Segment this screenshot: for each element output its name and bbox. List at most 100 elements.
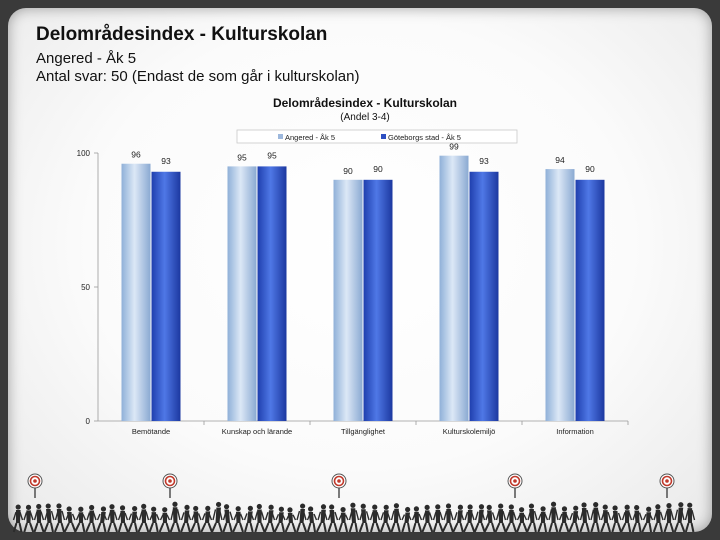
walking-person-icon <box>296 503 308 533</box>
walking-person-icon <box>96 506 108 533</box>
walking-person-icon <box>463 504 476 533</box>
walking-person-icon <box>180 504 192 533</box>
y-tick-label: 0 <box>86 417 91 426</box>
data-label: 93 <box>479 156 489 166</box>
walking-person-icon <box>684 502 696 533</box>
walking-person-icon <box>23 504 35 533</box>
walking-person-icon <box>348 502 360 533</box>
target-icon <box>333 475 345 487</box>
walking-person-icon <box>390 503 402 533</box>
y-tick-label: 100 <box>77 149 91 158</box>
data-label: 99 <box>449 142 459 152</box>
target-icon <box>29 475 41 487</box>
y-tick-label: 50 <box>81 283 90 292</box>
walking-person-icon <box>432 504 444 533</box>
walking-person-icon <box>504 504 517 533</box>
target-icon <box>509 475 521 487</box>
walking-person-icon <box>473 504 486 533</box>
legend-label: Angered - Åk 5 <box>285 133 335 142</box>
walking-person-icon <box>211 501 223 533</box>
x-tick-label: Kunskap och lärande <box>222 427 292 436</box>
target-icon <box>661 475 673 487</box>
walking-person-icon <box>641 506 654 533</box>
legend-swatch <box>278 134 283 139</box>
data-label: 90 <box>585 164 595 174</box>
target-icon <box>513 479 517 483</box>
walking-person-icon <box>590 502 601 533</box>
walking-person-icon <box>53 503 66 533</box>
walking-person-icon <box>401 506 412 533</box>
walking-person-icon <box>200 505 213 533</box>
walking-person-icon <box>663 503 675 533</box>
walking-person-icon <box>243 505 255 533</box>
walking-person-icon <box>516 507 528 533</box>
bar-angered <box>227 166 257 421</box>
walking-person-icon <box>43 503 55 533</box>
walking-person-icon <box>148 506 160 533</box>
walking-person-icon <box>452 504 465 533</box>
legend-label: Göteborgs stad - Åk 5 <box>388 133 461 142</box>
legend-swatch <box>381 134 386 139</box>
walking-person-icon <box>315 504 328 533</box>
walking-person-icon <box>548 501 559 533</box>
walking-person-icon <box>652 504 664 533</box>
walking-person-icon <box>537 506 549 533</box>
walking-person-icon <box>568 505 580 533</box>
data-label: 96 <box>131 150 141 160</box>
walking-person-icon <box>441 503 454 533</box>
data-label: 94 <box>555 155 565 165</box>
walking-person-icon <box>411 506 423 533</box>
walking-person-icon <box>127 505 139 533</box>
walking-person-icon <box>421 504 434 533</box>
footer-people-decoration <box>12 473 696 533</box>
slide-title: Delområdesindex - Kulturskolan <box>36 24 328 45</box>
walking-person-icon <box>611 505 622 533</box>
x-tick-label: Kulturskolemiljö <box>443 427 496 436</box>
bar-angered <box>545 169 575 421</box>
data-label: 93 <box>161 156 171 166</box>
target-icon <box>665 479 669 483</box>
walking-person-icon <box>158 507 171 533</box>
target-icon <box>337 479 341 483</box>
walking-person-icon <box>600 504 612 533</box>
walking-person-icon <box>107 504 118 533</box>
walking-person-icon <box>558 506 570 533</box>
walking-person-icon <box>117 505 129 533</box>
walking-person-icon <box>494 503 507 533</box>
bar-angered <box>121 163 151 421</box>
data-label: 95 <box>267 150 277 160</box>
walking-person-icon <box>273 506 286 533</box>
bar-goteborg <box>469 171 499 421</box>
target-icon <box>33 479 37 483</box>
data-label: 95 <box>237 152 247 162</box>
slide-subtitle-responses: Antal svar: 50 (Endast de som går i kult… <box>36 68 360 85</box>
walking-person-icon <box>369 504 381 533</box>
x-tick-label: Information <box>556 427 594 436</box>
walking-person-icon <box>232 506 244 533</box>
walking-person-icon <box>74 506 87 533</box>
walking-person-icon <box>620 504 633 533</box>
walking-person-icon <box>579 502 591 533</box>
bar-goteborg <box>575 179 605 421</box>
walking-person-icon <box>33 503 45 533</box>
x-tick-label: Bemötande <box>132 427 170 436</box>
target-icon <box>164 475 176 487</box>
walking-person-icon <box>137 503 150 533</box>
walking-person-icon <box>379 504 392 533</box>
data-label: 90 <box>373 164 383 174</box>
chart-subtitle: (Andel 3-4) <box>340 112 389 123</box>
walking-person-icon <box>358 503 370 533</box>
x-tick-label: Tillgänglighet <box>341 427 386 436</box>
walking-person-icon <box>190 505 202 533</box>
bar-goteborg <box>363 179 393 421</box>
bar-goteborg <box>257 166 287 421</box>
chart-title: Delområdesindex - Kulturskolan <box>273 96 457 110</box>
bar-goteborg <box>151 171 181 421</box>
walking-person-icon <box>306 506 318 533</box>
walking-person-icon <box>254 503 266 533</box>
walking-person-icon <box>338 507 349 533</box>
walking-person-icon <box>483 504 496 533</box>
walking-person-icon <box>673 502 686 533</box>
walking-person-icon <box>169 501 181 533</box>
